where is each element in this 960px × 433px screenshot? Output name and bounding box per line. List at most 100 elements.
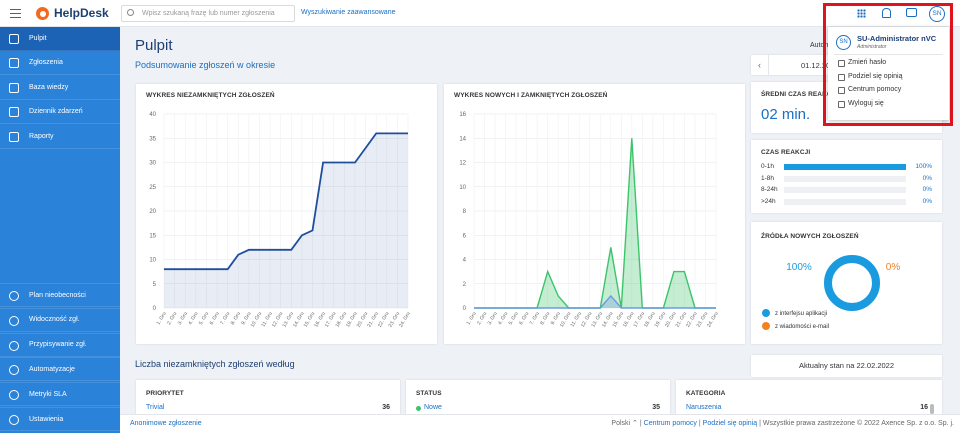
nav-label: Metryki SLA <box>29 390 67 398</box>
nav-icon <box>9 390 19 401</box>
legend-label: z interfejsu aplikacji <box>775 311 827 317</box>
menu-button[interactable] <box>10 9 21 18</box>
nav-item[interactable]: Widoczność zgł. <box>0 307 120 332</box>
y-tick-label: 20 <box>149 209 156 215</box>
bar-track <box>784 175 906 182</box>
footer-right: Polski ⌃ | Centrum pomocy | Podziel się … <box>611 420 954 427</box>
feedback-link[interactable]: Podziel się opinią <box>702 420 758 427</box>
y-tick-label: 6 <box>463 233 467 239</box>
legend-dot <box>762 309 770 317</box>
menu-item[interactable]: Centrum pomocy <box>838 86 901 94</box>
menu-item[interactable]: Podziel się opinią <box>838 73 902 81</box>
row-label: 0-1h <box>761 163 775 170</box>
menu-item[interactable]: Zmień hasło <box>838 59 886 67</box>
summary-card: KATEGORIA Naruszenia 16 <box>676 380 942 414</box>
nav-item[interactable]: Zgłoszenia <box>0 51 120 76</box>
scrollbar[interactable] <box>930 404 934 414</box>
area <box>474 138 716 308</box>
y-tick-label: 0 <box>153 306 157 312</box>
widget-title: ŹRÓDŁA NOWYCH ZGŁOSZEŃ <box>761 233 859 240</box>
bar-track <box>784 198 906 205</box>
summary-card: PRIORYTET Trivial 36 <box>136 380 400 414</box>
card-title: KATEGORIA <box>686 390 726 397</box>
page-title: Pulpit <box>135 37 173 54</box>
nav-item[interactable]: Raporty <box>0 125 120 149</box>
y-tick-label: 14 <box>459 136 466 142</box>
donut-segment <box>824 255 880 311</box>
y-tick-label: 2 <box>463 282 467 288</box>
advanced-search-link[interactable]: Wyszukiwanie zaawansowane <box>301 9 396 16</box>
widget-title: ŚREDNI CZAS REAKC <box>761 91 832 98</box>
row-count: 35 <box>652 404 660 411</box>
value-label: 100% <box>915 163 932 170</box>
bar-track <box>784 187 906 193</box>
row-link[interactable]: Naruszenia <box>686 404 722 411</box>
y-tick-label: 12 <box>459 161 466 167</box>
row-link[interactable]: Nowe <box>424 404 442 411</box>
as-of-text: Aktualny stan na 22.02.2022 <box>798 361 895 370</box>
sources-card: ŹRÓDŁA NOWYCH ZGŁOSZEŃ 100% z interfejsu … <box>751 222 942 344</box>
summary-card: STATUS Nowe 35 <box>406 380 670 414</box>
nav-label: Raporty <box>29 132 54 140</box>
nav-item[interactable]: Ustawienia <box>0 407 120 431</box>
anonymous-link[interactable]: Anonimowe zgłoszenie <box>130 420 202 427</box>
nav-icon <box>9 315 19 326</box>
nav-item[interactable]: Przypisywanie zgł. <box>0 332 120 357</box>
nav-icon <box>9 291 19 301</box>
nav-item[interactable]: Pulpit <box>0 27 120 51</box>
nav-icon <box>9 365 19 376</box>
nav-item[interactable]: Baza wiedzy <box>0 76 120 100</box>
widget-title: CZAS REAKCJI <box>761 149 811 156</box>
nav-item[interactable]: Metryki SLA <box>0 382 120 407</box>
user-name: SU-Administrator nVC <box>857 34 937 43</box>
logo-icon <box>36 7 49 20</box>
help-link[interactable]: Centrum pomocy <box>643 420 697 427</box>
menu-avatar: SN <box>836 35 851 50</box>
user-role: Administrator <box>857 44 887 50</box>
status-dot <box>416 406 421 411</box>
x-tick-label: 24. Gru <box>398 311 412 329</box>
user-menu: SN SU-Administrator nVC Administrator Zm… <box>828 27 949 120</box>
legend-label: z wiadomości e-mail <box>775 324 829 330</box>
search-placeholder: Wpisz szukaną frazę lub numer zgłoszenia <box>142 10 275 17</box>
nav-item[interactable]: Automatyzacje <box>0 357 120 382</box>
legend-dot <box>762 322 770 330</box>
language[interactable]: Polski <box>611 420 631 427</box>
nav-icon <box>9 131 19 142</box>
area <box>164 133 408 308</box>
nav-icon <box>9 107 19 118</box>
y-tick-label: 4 <box>463 258 467 264</box>
avg-response-value: 02 min. <box>761 106 811 123</box>
nav-icon <box>9 34 19 44</box>
y-tick-label: 25 <box>149 185 156 191</box>
as-of-box: Aktualny stan na 22.02.2022 <box>751 355 942 377</box>
section-title: Liczba niezamkniętych zgłoszeń według <box>135 359 295 369</box>
menu-item[interactable]: Wyloguj się <box>838 100 884 108</box>
card-title: PRIORYTET <box>146 390 184 397</box>
messages-icon[interactable] <box>906 8 917 17</box>
response-time-card: CZAS REAKCJI 0-1h 100% 1-8h 0% 8-24h 0% >24h 0% <box>751 140 942 213</box>
search-input[interactable]: Wpisz szukaną frazę lub numer zgłoszenia <box>121 5 295 22</box>
y-tick-label: 40 <box>149 112 156 118</box>
new-closed-chart-card: WYKRES NOWYCH I ZAMKNIĘTYCH ZGŁOSZEŃ 0 2 4… <box>444 84 745 344</box>
y-tick-label: 8 <box>463 209 467 215</box>
nav-label: Pulpit <box>29 35 47 42</box>
nav-label: Zgłoszenia <box>29 59 63 67</box>
row-link[interactable]: Trivial <box>146 404 165 411</box>
nav-icon <box>9 340 19 351</box>
nav-item[interactable]: Dziennik zdarzeń <box>0 100 120 125</box>
y-tick-label: 15 <box>149 233 156 239</box>
avatar[interactable]: SN <box>929 6 945 22</box>
y-tick-label: 10 <box>149 258 156 264</box>
logo-text: HelpDesk <box>54 6 109 20</box>
auto-refresh-label: Automa <box>810 42 835 49</box>
nav-icon <box>9 415 19 425</box>
nav-item[interactable]: Plan nieobecności <box>0 283 120 307</box>
notifications-icon[interactable] <box>882 8 891 18</box>
date-picker[interactable]: ‹ 01.12.20 <box>751 55 831 75</box>
apps-icon[interactable] <box>857 9 866 18</box>
